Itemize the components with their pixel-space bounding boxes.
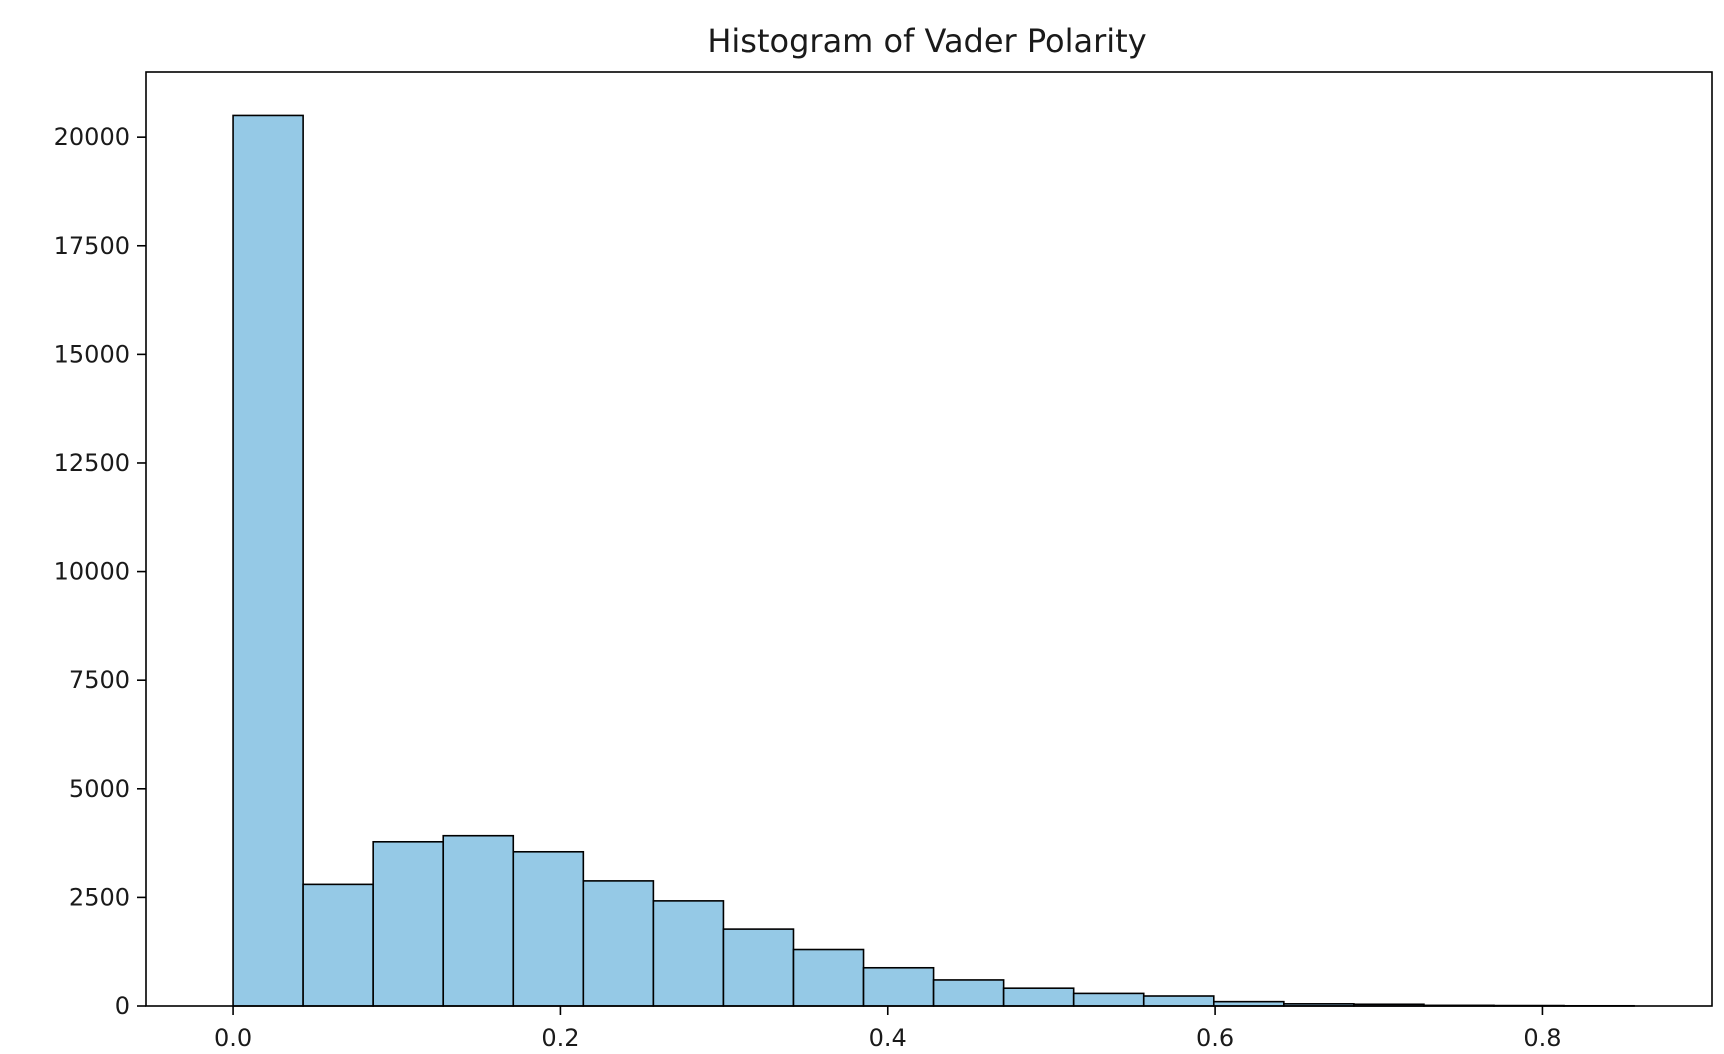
y-tick-label: 10000 xyxy=(54,558,130,586)
x-tick-label: 0.0 xyxy=(214,1024,252,1052)
histogram-bar xyxy=(862,966,935,1007)
y-tick-label: 12500 xyxy=(54,449,130,477)
y-tick-label: 17500 xyxy=(54,232,130,260)
histogram-bar xyxy=(372,840,445,1007)
x-tick-label: 0.8 xyxy=(1523,1024,1561,1052)
histogram-bar xyxy=(652,900,725,1007)
y-axis: 0 2500 5000 7500 10000 12500 15000 17500 20000 xyxy=(54,123,146,1020)
histogram-bar xyxy=(582,880,655,1007)
y-tick-label: 5000 xyxy=(69,775,130,803)
y-tick-label: 0 xyxy=(115,992,130,1020)
histogram-bar xyxy=(792,948,865,1007)
chart-title: Histogram of Vader Polarity xyxy=(707,22,1146,60)
x-tick-label: 0.6 xyxy=(1196,1024,1234,1052)
histogram-bar xyxy=(232,114,304,1007)
y-tick-label: 2500 xyxy=(69,883,130,911)
plot-frame xyxy=(145,71,1713,1007)
histogram-bar xyxy=(442,834,515,1007)
bars-group xyxy=(232,114,1635,1007)
x-tick-label: 0.2 xyxy=(541,1024,579,1052)
histogram-bar xyxy=(512,850,585,1007)
histogram-bar xyxy=(722,928,795,1007)
y-tick-label: 20000 xyxy=(54,123,130,151)
histogram-bar xyxy=(932,979,1005,1007)
y-tick-label: 15000 xyxy=(54,340,130,368)
histogram-bar xyxy=(302,883,374,1007)
histogram-bar xyxy=(1002,987,1075,1007)
x-axis: 0.0 0.2 0.4 0.6 0.8 xyxy=(214,1006,1562,1052)
x-tick-label: 0.4 xyxy=(869,1024,907,1052)
histogram-bar xyxy=(1072,992,1145,1007)
y-tick-label: 7500 xyxy=(69,666,130,694)
histogram-bar xyxy=(1142,995,1215,1007)
